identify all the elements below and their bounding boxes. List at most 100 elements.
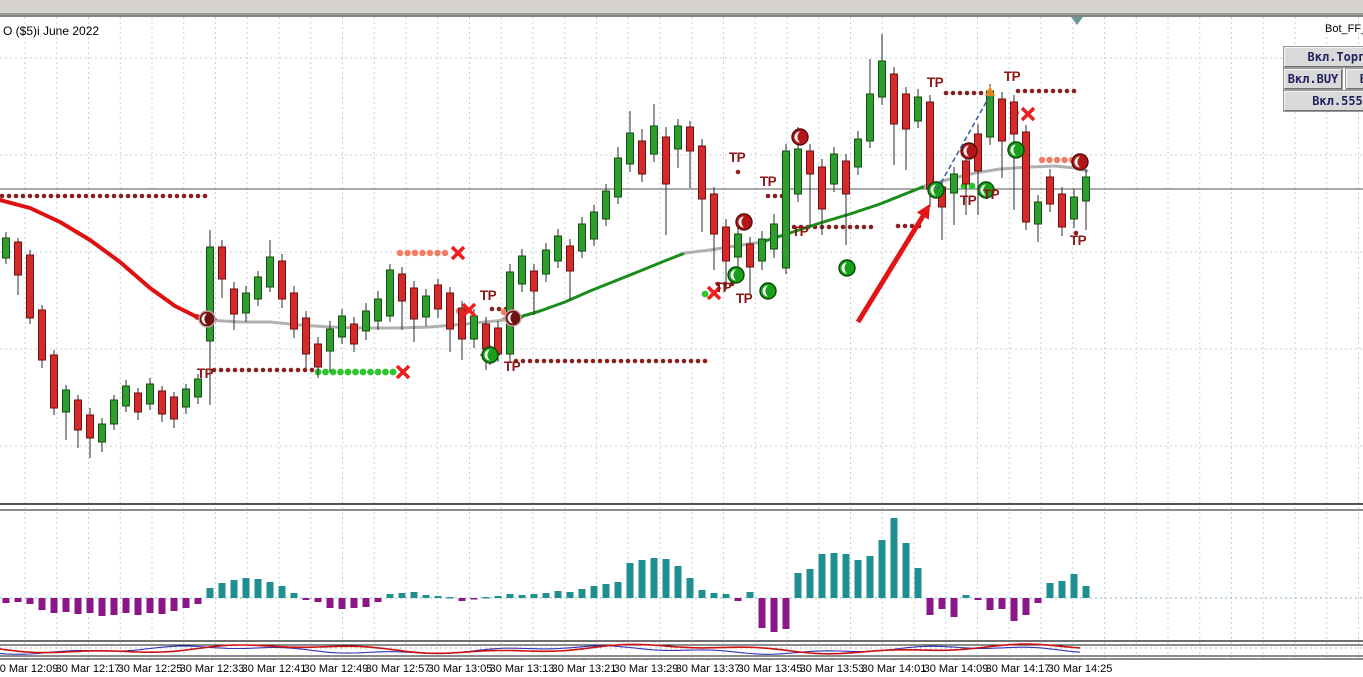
candle [1058, 187, 1066, 236]
enable-555-button[interactable]: Вкл.555 [1284, 91, 1363, 111]
buy-signal-icon [977, 181, 995, 199]
candle [158, 386, 166, 422]
candle [590, 205, 598, 246]
candle [542, 243, 550, 282]
sell-signal-icon [1071, 153, 1089, 171]
candle [890, 67, 898, 165]
candle [194, 374, 202, 404]
candle [38, 305, 46, 368]
candle [950, 167, 958, 225]
time-label: 30 Mar 12:57 [365, 663, 431, 675]
dotted-lines-layer [0, 88, 1079, 376]
candle [134, 388, 142, 420]
tp-label: TP [927, 75, 944, 90]
time-label: 30 Mar 13:13 [489, 663, 555, 675]
symbol-title: O ($5)i June 2022 [3, 24, 100, 38]
candle [626, 111, 634, 172]
candle [566, 239, 574, 300]
tp-label: TP [480, 288, 497, 303]
candle [1082, 169, 1090, 230]
candle [50, 350, 58, 415]
candle [362, 303, 370, 340]
candle [254, 271, 262, 306]
candle [806, 144, 814, 228]
ma-junction-marker [503, 308, 523, 328]
time-axis[interactable]: 30 Mar 12:09 30 Mar 12:17 30 Mar 12:25 30 M… [0, 660, 1363, 677]
time-label: 30 Mar 14:01 [861, 663, 927, 675]
candle [578, 217, 586, 258]
buy-signal-icon [838, 259, 856, 277]
candle [278, 254, 286, 308]
tp-label: TP [983, 187, 1000, 202]
oscillator-layer [0, 643, 1081, 655]
candle [110, 395, 118, 430]
close-x-icon [395, 364, 411, 380]
candle [446, 287, 454, 352]
sell-signal-icon [735, 213, 753, 231]
candle [266, 240, 274, 292]
x-marks-layer [395, 106, 1036, 380]
candle [230, 282, 238, 330]
candle [878, 34, 886, 105]
candle [386, 264, 394, 322]
buy-signal-icon [1007, 141, 1025, 159]
close-x-icon [1020, 106, 1036, 122]
tp-label: TP [736, 291, 753, 306]
candle [698, 139, 706, 232]
chart-shift-triangle-icon[interactable] [1071, 17, 1083, 25]
tp-label: TP [792, 224, 809, 239]
panel-separators [0, 15, 1363, 660]
candle [1034, 195, 1042, 242]
candle [722, 219, 730, 290]
candle [554, 229, 562, 268]
candle [86, 408, 94, 458]
candle [14, 238, 22, 295]
sell-signal-icon [960, 142, 978, 160]
candle [650, 104, 658, 162]
candle [854, 131, 862, 175]
time-label: 30 Mar 13:45 [737, 663, 803, 675]
candles-layer [2, 34, 1090, 458]
candle [338, 309, 346, 344]
buy-signal-icon [727, 266, 745, 284]
time-label: 30 Mar 13:05 [427, 663, 493, 675]
candle [170, 392, 178, 428]
candle [62, 385, 70, 440]
candle [98, 418, 106, 452]
time-label: 30 Mar 13:53 [799, 663, 865, 675]
enable-buy-button[interactable]: Вкл.BUY [1284, 69, 1342, 89]
tp-label: TP [504, 359, 521, 374]
candle [1046, 169, 1054, 212]
time-label: 30 Mar 12:09 [0, 663, 59, 675]
candle [218, 240, 226, 298]
candle [674, 119, 682, 168]
moving-average-layer [0, 164, 1089, 330]
enable-trading-button[interactable]: Вкл.Торго [1284, 47, 1363, 67]
candle [518, 249, 526, 292]
candle [242, 286, 250, 322]
big-arrow-annotation [916, 204, 930, 220]
time-label: 30 Mar 14:25 [1047, 663, 1113, 675]
time-label: 30 Mar 12:33 [179, 663, 245, 675]
ma-junction-marker [197, 309, 217, 329]
candle [146, 378, 154, 410]
tp-label: TP [197, 366, 214, 381]
candle [662, 127, 670, 235]
candle [842, 154, 850, 245]
candle [458, 301, 466, 360]
annotations-layer [855, 86, 995, 324]
enable-sell-button[interactable]: Вк [1346, 69, 1363, 89]
candle [818, 159, 826, 235]
candle [914, 89, 922, 128]
candle [2, 232, 10, 264]
candle [710, 187, 718, 270]
candle [1022, 125, 1030, 230]
candle [866, 59, 874, 148]
close-x-icon [461, 302, 477, 318]
time-label: 30 Mar 13:21 [551, 663, 617, 675]
time-label: 30 Mar 12:17 [55, 663, 121, 675]
small-arrow-icon [985, 86, 995, 96]
time-label: 30 Mar 13:37 [675, 663, 741, 675]
tp-label: TP [1070, 233, 1087, 248]
